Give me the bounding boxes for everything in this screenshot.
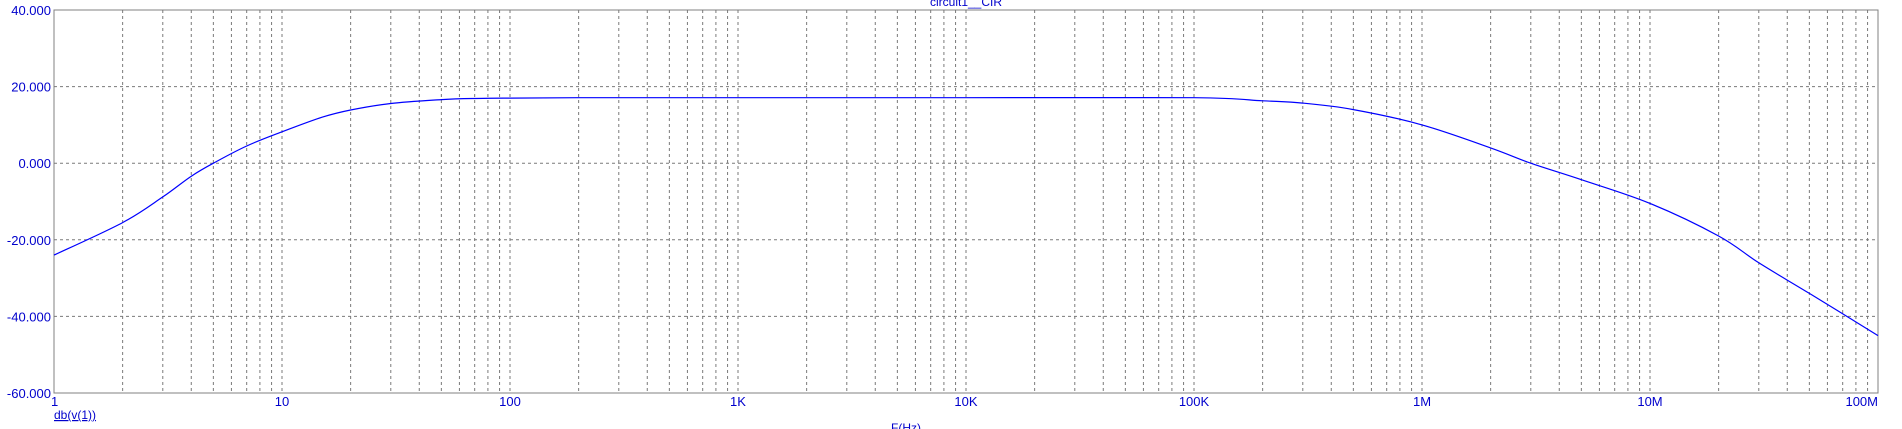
x-tick-label: 10 [275, 394, 289, 409]
x-tick-label: 100K [1179, 394, 1210, 409]
y-axis-labels: 40.000 20.000 0.000 -20.000 -40.000 -60.000 [7, 3, 51, 401]
x-tick-label: 10M [1637, 394, 1662, 409]
x-tick-label: 1 [51, 394, 58, 409]
x-tick-label: 100 [499, 394, 521, 409]
y-tick-label: 20.000 [11, 80, 51, 95]
y-tick-label: -40.000 [7, 309, 51, 324]
x-axis-labels: 1 10 100 1K 10K 100K 1M 10M 100M [51, 394, 1878, 409]
x-tick-label: 100M [1845, 394, 1878, 409]
x-tick-label: 10K [954, 394, 977, 409]
y-tick-label: -20.000 [7, 233, 51, 248]
series-line-db-v1 [53, 96, 1879, 337]
x-axis-label: F(Hz) [891, 421, 921, 429]
y-tick-label: 40.000 [11, 3, 51, 18]
chart-title: circuit1__CIR [930, 0, 1002, 9]
legend-entry-db-v1[interactable]: db(v(1)) [54, 408, 96, 422]
x-tick-label: 1K [730, 394, 746, 409]
grid [54, 10, 1878, 393]
x-tick-label: 1M [1413, 394, 1431, 409]
y-tick-label: -60.000 [7, 386, 51, 401]
y-tick-label: 0.000 [18, 156, 51, 171]
